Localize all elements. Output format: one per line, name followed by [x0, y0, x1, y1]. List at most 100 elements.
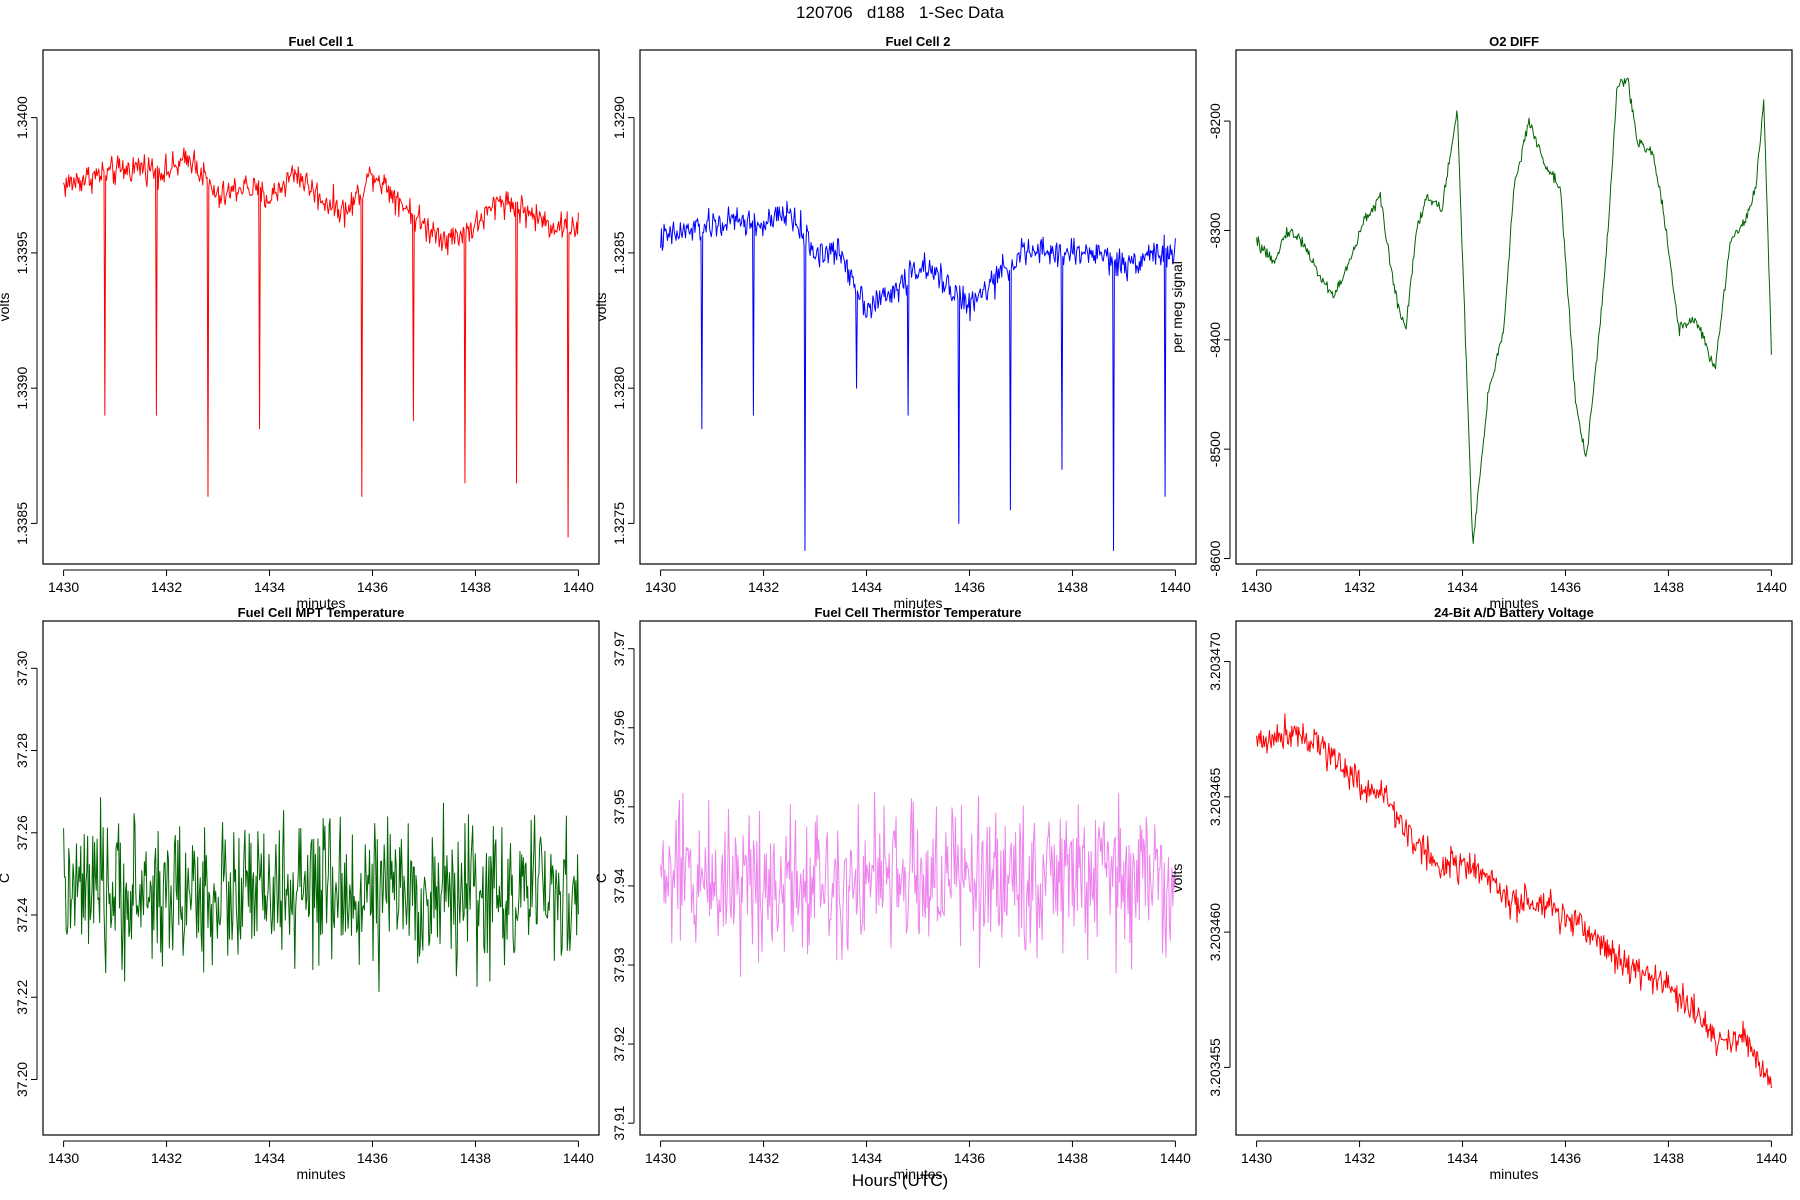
x-tick-label: 1438	[460, 579, 491, 595]
plot-frame	[639, 620, 1197, 1136]
y-axis-label: C	[593, 873, 609, 883]
y-axis-label: C	[0, 873, 12, 883]
x-tick-label: 1432	[1344, 579, 1375, 595]
panel-6: 24-Bit A/D Battery Voltage 1430 1432 1434 14…	[1169, 605, 1793, 1182]
panel-title: Fuel Cell MPT Temperature	[238, 605, 405, 620]
y-tick-label: 37.24	[14, 897, 30, 932]
x-tick-label: 1436	[357, 1150, 388, 1166]
x-tick-label: 1436	[954, 579, 985, 595]
x-axis-label: minutes	[1489, 1166, 1538, 1182]
y-tick-label: 37.91	[611, 1105, 627, 1140]
series-line	[1256, 713, 1772, 1089]
x-axis-label: minutes	[1489, 595, 1538, 611]
x-tick-label: 1436	[1550, 579, 1581, 595]
panel-title: Fuel Cell 2	[885, 34, 950, 49]
x-axis-label: minutes	[893, 1166, 942, 1182]
y-tick-label: 37.96	[611, 710, 627, 745]
x-tick-label: 1432	[151, 579, 182, 595]
x-tick-label: 1434	[1447, 579, 1478, 595]
panel-5: Fuel Cell Thermistor Temperature 1430 1432…	[593, 605, 1197, 1182]
x-tick-label: 1438	[1057, 1150, 1088, 1166]
series-line	[63, 797, 579, 992]
y-tick-label: 1.3285	[611, 231, 627, 274]
panel-title: O2 DIFF	[1489, 34, 1539, 49]
x-tick-label: 1430	[48, 579, 79, 595]
x-tick-label: 1430	[645, 1150, 676, 1166]
y-tick-label: -8500	[1207, 431, 1223, 467]
x-tick-label: 1434	[254, 1150, 285, 1166]
x-tick-label: 1440	[563, 579, 594, 595]
y-tick-label: 1.3395	[14, 231, 30, 274]
y-tick-label: 37.26	[14, 815, 30, 850]
y-tick-label: -8400	[1207, 322, 1223, 358]
y-tick-label: -8600	[1207, 540, 1223, 576]
y-tick-label: 3.203465	[1207, 767, 1223, 826]
y-tick-label: -8300	[1207, 212, 1223, 248]
x-tick-label: 1432	[1344, 1150, 1375, 1166]
y-tick-label: 1.3280	[611, 367, 627, 410]
x-tick-label: 1432	[748, 1150, 779, 1166]
x-tick-label: 1434	[851, 1150, 882, 1166]
y-tick-label: 37.20	[14, 1062, 30, 1097]
x-axis-label: minutes	[296, 595, 345, 611]
panel-title: 24-Bit A/D Battery Voltage	[1434, 605, 1594, 620]
x-tick-label: 1430	[48, 1150, 79, 1166]
plot-frame	[1235, 49, 1793, 565]
x-tick-label: 1440	[563, 1150, 594, 1166]
y-tick-label: 1.3385	[14, 502, 30, 545]
y-tick-label: 37.93	[611, 947, 627, 982]
x-tick-label: 1430	[1241, 1150, 1272, 1166]
y-tick-label: 37.22	[14, 980, 30, 1015]
x-tick-label: 1434	[254, 579, 285, 595]
x-tick-label: 1438	[1653, 1150, 1684, 1166]
series-line	[660, 200, 1176, 551]
y-axis-label: volts	[593, 293, 609, 322]
y-tick-label: 3.203455	[1207, 1038, 1223, 1097]
x-tick-label: 1430	[1241, 579, 1272, 595]
x-tick-label: 1436	[1550, 1150, 1581, 1166]
series-line	[63, 147, 579, 538]
y-tick-label: 37.28	[14, 733, 30, 768]
panel-title: Fuel Cell Thermistor Temperature	[814, 605, 1021, 620]
panel-title: Fuel Cell 1	[288, 34, 353, 49]
x-axis-label: minutes	[893, 595, 942, 611]
y-axis-label: per meg signal	[1169, 261, 1185, 353]
y-tick-label: 1.3400	[14, 96, 30, 139]
panel-4: Fuel Cell MPT Temperature 1430 1432 1434 143…	[0, 605, 600, 1182]
y-tick-label: 1.3390	[14, 367, 30, 410]
x-tick-label: 1434	[851, 579, 882, 595]
y-tick-label: 1.3275	[611, 502, 627, 545]
x-tick-label: 1432	[151, 1150, 182, 1166]
x-tick-label: 1440	[1160, 1150, 1191, 1166]
y-tick-label: 37.94	[611, 868, 627, 903]
panel-3: O2 DIFF 1430 1432 1434 1436 1438 1440 minutes -8…	[1169, 34, 1793, 611]
x-tick-label: 1440	[1756, 579, 1787, 595]
x-tick-label: 1436	[954, 1150, 985, 1166]
plot-frame	[42, 620, 600, 1136]
panel-2: Fuel Cell 2 1430 1432 1434 1436 1438 1440 minut…	[593, 34, 1197, 611]
x-tick-label: 1434	[1447, 1150, 1478, 1166]
plot-frame	[42, 49, 600, 565]
figure-title: 120706 d188 1-Sec Data	[796, 3, 1004, 22]
series-line	[1256, 77, 1772, 544]
x-tick-label: 1438	[1653, 579, 1684, 595]
y-tick-label: 37.97	[611, 631, 627, 666]
plot-frame	[1235, 620, 1793, 1136]
x-tick-label: 1440	[1756, 1150, 1787, 1166]
y-tick-label: 1.3290	[611, 96, 627, 139]
x-tick-label: 1440	[1160, 579, 1191, 595]
x-tick-label: 1438	[1057, 579, 1088, 595]
y-tick-label: 37.95	[611, 789, 627, 824]
x-tick-label: 1430	[645, 579, 676, 595]
x-tick-label: 1438	[460, 1150, 491, 1166]
y-axis-label: volts	[1169, 864, 1185, 893]
x-axis-label: minutes	[296, 1166, 345, 1182]
y-tick-label: -8200	[1207, 103, 1223, 139]
plot-frame	[639, 49, 1197, 565]
panel-1: Fuel Cell 1 1430 1432 1434 1436 1438 1440 minut…	[0, 34, 600, 611]
x-tick-label: 1432	[748, 579, 779, 595]
y-tick-label: 3.203470	[1207, 632, 1223, 691]
y-tick-label: 3.203460	[1207, 903, 1223, 962]
